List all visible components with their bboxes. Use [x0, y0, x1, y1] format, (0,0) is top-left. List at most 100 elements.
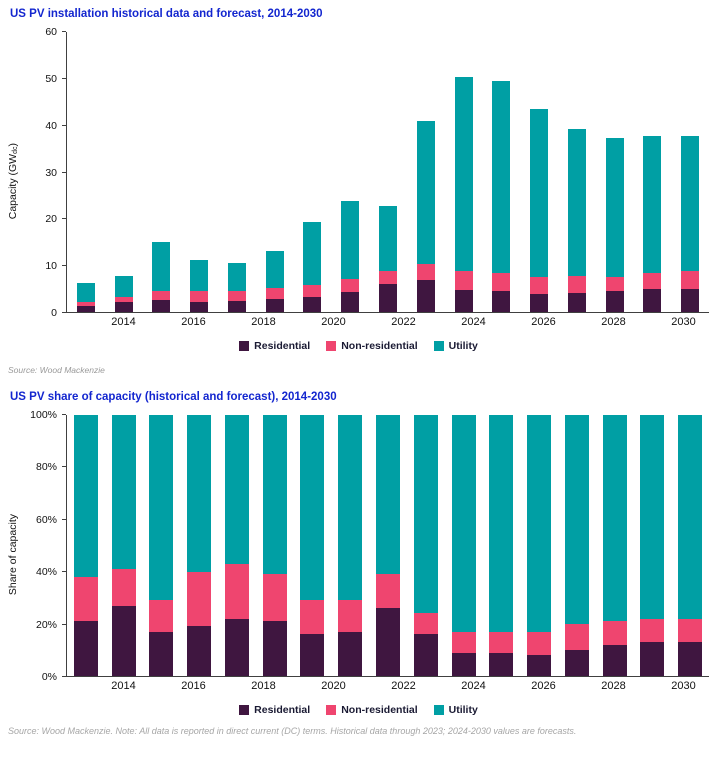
y-tick-label: 20%	[35, 618, 57, 631]
legend-item-utility: Utility	[433, 704, 478, 716]
segment-utility-2015	[111, 415, 136, 569]
segment-non-residential-2030	[678, 618, 703, 643]
bar-slot-2030	[671, 32, 709, 312]
segment-utility-2017	[187, 415, 212, 572]
y-tick-label: 0%	[41, 671, 57, 683]
segment-non-residential-2028	[602, 621, 627, 645]
bar-slot-2030	[671, 415, 709, 676]
y-tick-mark	[62, 414, 66, 415]
x-tick-label	[211, 680, 246, 694]
segment-residential-2025	[489, 652, 514, 676]
segment-utility-2019	[265, 251, 284, 289]
legend: Residential Non-residential Utility	[0, 704, 717, 716]
y-axis-title-text: Capacity (GW	[6, 153, 19, 220]
bar-slot-2027	[558, 32, 596, 312]
x-tick-label	[421, 316, 456, 330]
legend-label-residential: Residential	[254, 704, 311, 716]
stacked-bar-2025	[489, 415, 514, 676]
y-axis-ticks: 0 10 20 30 40 50 60	[26, 26, 66, 319]
segment-non-residential-2029	[640, 618, 665, 643]
segment-utility-2027	[567, 129, 586, 277]
segment-non-residential-2028	[605, 276, 624, 292]
stacked-bar-2024	[451, 415, 476, 676]
segment-residential-2025	[492, 290, 511, 312]
legend-label-non-residential: Non-residential	[341, 704, 418, 716]
y-tick-label: 40	[45, 119, 57, 132]
y-tick-label: 60%	[35, 513, 57, 526]
segment-residential-2029	[643, 289, 662, 312]
legend-label-utility: Utility	[448, 340, 478, 352]
segment-non-residential-2024	[451, 631, 476, 653]
segment-residential-2021	[338, 631, 363, 676]
stacked-bar-2028	[602, 415, 627, 676]
bar-slot-2026	[520, 415, 558, 676]
segment-residential-2028	[602, 644, 627, 676]
legend-swatch-residential	[239, 705, 250, 715]
segment-residential-2014	[73, 621, 98, 676]
legend-item-residential: Residential	[239, 340, 310, 352]
stacked-bar-2024	[454, 32, 473, 312]
x-tick-label	[421, 680, 456, 694]
y-tick-label: 60	[45, 26, 57, 38]
bar-slot-2022	[369, 415, 407, 676]
segment-non-residential-2022	[376, 574, 400, 609]
installation-chart-title: US PV installation historical data and f…	[10, 8, 323, 20]
source-note: Source: Wood Mackenzie	[8, 365, 105, 375]
bar-slot-2023	[407, 32, 445, 312]
segment-utility-2027	[564, 415, 589, 624]
segment-residential-2020	[300, 634, 325, 676]
segment-residential-2029	[640, 642, 665, 676]
legend-item-residential: Residential	[239, 704, 310, 716]
x-tick-label: 2026	[531, 680, 556, 692]
plot-area	[66, 415, 709, 677]
x-tick-label: 2016	[181, 316, 206, 328]
segment-utility-2016	[149, 415, 174, 601]
y-tick-mark	[62, 466, 66, 468]
segment-residential-2015	[111, 605, 136, 676]
y-tick-mark	[62, 265, 66, 267]
segment-non-residential-2020	[303, 285, 322, 298]
segment-non-residential-2025	[492, 272, 511, 291]
segment-residential-2019	[262, 621, 287, 676]
bar-slot-2025	[482, 32, 520, 312]
x-tick-label	[491, 316, 526, 330]
y-axis-title-subscript: dc	[12, 146, 20, 154]
segment-non-residential-2021	[341, 279, 360, 293]
segment-residential-2027	[564, 649, 589, 676]
x-tick-label	[351, 316, 386, 330]
segment-residential-2018	[227, 300, 246, 312]
legend-label-utility: Utility	[448, 704, 478, 716]
legend-swatch-utility	[433, 341, 444, 351]
segment-non-residential-2017	[187, 571, 212, 627]
bar-slot-2017	[180, 32, 218, 312]
segment-utility-2017	[190, 259, 209, 292]
segment-utility-2022	[376, 415, 400, 575]
segment-residential-2026	[530, 294, 549, 312]
stacked-bar-2023	[413, 415, 438, 676]
segment-non-residential-2029	[643, 272, 662, 290]
bar-slot-2016	[143, 32, 181, 312]
stacked-bar-2022	[376, 415, 400, 676]
segment-non-residential-2023	[413, 613, 438, 635]
segment-residential-2018	[224, 618, 249, 676]
y-tick-mark	[62, 218, 66, 220]
footnote: Source: Wood Mackenzie. Note: All data i…	[8, 726, 577, 736]
stacked-bar-2015	[111, 415, 136, 676]
legend-swatch-residential	[239, 341, 250, 351]
y-tick-label: 10	[45, 260, 57, 273]
stacked-bar-2021	[338, 415, 363, 676]
segment-utility-2030	[681, 135, 700, 272]
stacked-bar-2026	[530, 32, 549, 312]
segment-non-residential-2027	[567, 276, 586, 294]
segment-utility-2029	[640, 415, 665, 619]
bar-slot-2014	[67, 415, 105, 676]
x-tick-label	[141, 680, 176, 694]
segment-residential-2016	[149, 631, 174, 676]
segment-residential-2030	[681, 288, 700, 312]
stacked-bar-2020	[300, 415, 325, 676]
x-tick-label: 2026	[531, 316, 556, 328]
plot-column: 0% 20% 40% 60% 80% 100% 2014 2016 2018 2020 2022 2…	[26, 409, 709, 694]
segment-utility-2020	[303, 222, 322, 286]
segment-non-residential-2018	[227, 290, 246, 301]
bar-slot-2020	[294, 415, 332, 676]
